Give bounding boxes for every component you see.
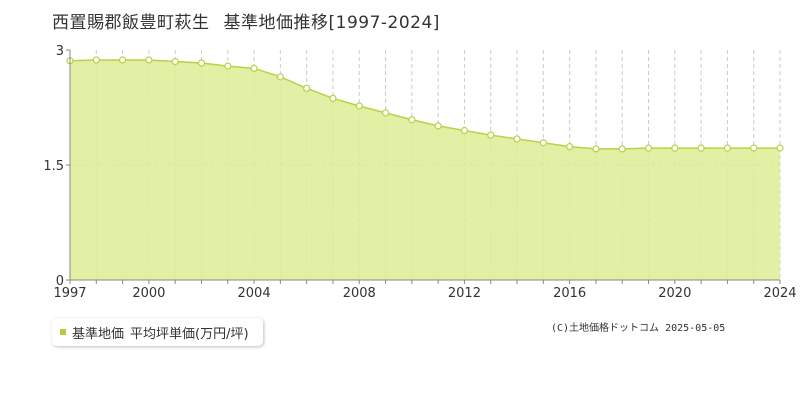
- data-point: [750, 144, 758, 152]
- data-point: [224, 62, 232, 70]
- legend: 基準地価 平均坪単価(万円/坪): [52, 318, 263, 346]
- legend-unit-label: 平均坪単価(万円/坪): [130, 326, 249, 342]
- data-point: [92, 56, 100, 64]
- x-tick-label: 2012: [448, 286, 481, 301]
- y-tick-label: 0: [56, 274, 64, 289]
- data-point: [644, 144, 653, 152]
- data-point: [460, 126, 469, 135]
- data-point: [145, 56, 153, 64]
- x-tick-label: 2004: [238, 286, 271, 301]
- data-point: [776, 144, 784, 152]
- data-point: [566, 143, 574, 151]
- data-point: [618, 145, 626, 153]
- area-line: [69, 59, 780, 150]
- x-tick-label: 1997: [53, 286, 86, 301]
- y-tick-label: 1.5: [43, 159, 64, 174]
- credit-text: (C)土地価格ドットコム 2025-05-05: [551, 323, 726, 334]
- x-tick-label: 2016: [553, 286, 586, 301]
- data-point: [434, 122, 442, 130]
- data-point: [723, 144, 732, 152]
- data-point: [276, 73, 284, 81]
- data-points: [66, 56, 784, 153]
- y-tick-label: 3: [56, 44, 64, 59]
- data-point: [381, 109, 390, 117]
- y-tick-labels: 01.53: [43, 44, 64, 289]
- legend-marker: [60, 329, 66, 335]
- data-point: [697, 144, 705, 152]
- data-point: [539, 139, 547, 147]
- x-tick-label: 2020: [658, 286, 691, 301]
- data-point: [408, 116, 416, 124]
- chart-title: 西置賜郡飯豊町萩生 基準地価推移[1997-2024]: [52, 8, 440, 33]
- data-point: [303, 84, 311, 92]
- axes: [66, 49, 781, 284]
- data-point: [487, 131, 495, 139]
- data-point: [250, 64, 258, 73]
- data-point: [171, 57, 179, 66]
- data-point: [197, 59, 206, 67]
- data-point: [592, 145, 600, 153]
- data-point: [671, 144, 679, 152]
- data-point: [118, 56, 127, 64]
- data-point: [329, 94, 337, 102]
- legend-label: 基準地価: [72, 326, 125, 342]
- x-tick-label: 2000: [132, 286, 165, 301]
- data-point: [513, 135, 521, 143]
- data-point: [355, 102, 363, 110]
- x-tick-labels: 1997 2000 2004 2008 2012 2016 2020 2024: [53, 286, 796, 301]
- area-fill: [70, 59, 780, 280]
- title-subject: 基準地価推移[1997-2024]: [223, 13, 440, 33]
- x-tick-label: 2008: [343, 286, 376, 301]
- title-location: 西置賜郡飯豊町萩生: [52, 13, 210, 33]
- x-tick-label: 2024: [763, 286, 796, 301]
